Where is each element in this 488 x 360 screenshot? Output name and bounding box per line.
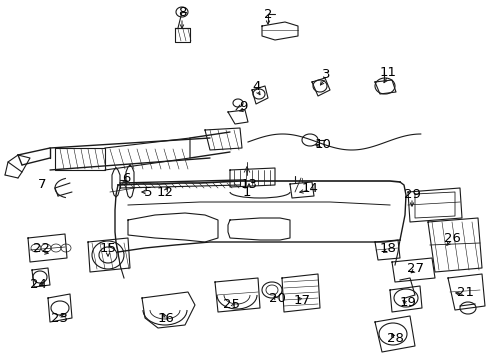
Text: 4: 4 [252,81,261,94]
Text: 13: 13 [240,179,257,192]
Text: 10: 10 [314,139,331,152]
Text: 2: 2 [263,8,272,21]
Text: 25: 25 [223,298,240,311]
Text: 8: 8 [178,5,186,18]
Text: 3: 3 [321,68,329,81]
Text: 15: 15 [99,242,116,255]
Text: 19: 19 [399,296,416,309]
Text: 7: 7 [38,179,46,192]
Text: 28: 28 [386,332,403,345]
Text: 27: 27 [406,261,423,274]
Text: 22: 22 [34,242,50,255]
Text: 21: 21 [456,285,472,298]
Text: 18: 18 [379,242,396,255]
Text: 6: 6 [122,171,130,184]
Text: 11: 11 [379,66,396,78]
Text: 20: 20 [268,292,285,305]
Text: 17: 17 [293,293,310,306]
Text: 24: 24 [29,279,46,292]
Text: 29: 29 [403,189,420,202]
Text: 9: 9 [238,100,246,113]
Text: 14: 14 [301,181,318,194]
Text: 12: 12 [156,185,173,198]
Text: 16: 16 [157,311,174,324]
Text: 1: 1 [242,186,251,199]
Text: 26: 26 [443,231,460,244]
Text: 5: 5 [143,185,152,198]
Text: 23: 23 [51,311,68,324]
